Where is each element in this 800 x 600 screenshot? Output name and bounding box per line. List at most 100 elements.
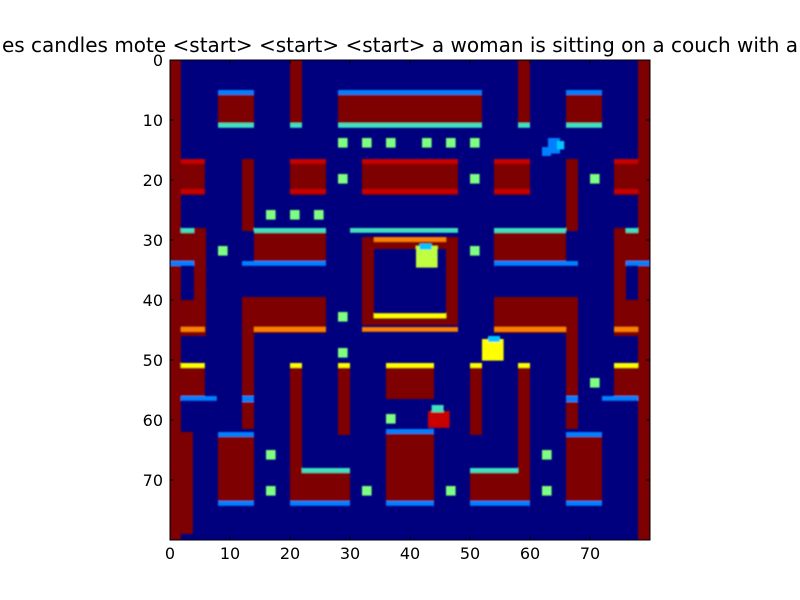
pellet: [290, 210, 300, 220]
wall-bottom-block-20-top: [302, 468, 350, 473]
wall-left-mid-bot: [170, 261, 194, 266]
pellet: [314, 210, 324, 220]
wall-bottom-center-top: [386, 429, 434, 434]
wall-top-left-block-top: [218, 90, 254, 95]
wall-pillar-28-low: [338, 363, 350, 435]
wall-right-lower-top: [614, 363, 638, 368]
ghost-sprite-3b: [542, 147, 551, 156]
wall-center-band-top: [362, 159, 458, 164]
wall-right-mid-bot: [626, 261, 650, 266]
wall-block-54-top: [494, 159, 530, 164]
wall-block-14: [254, 228, 326, 264]
x-tick-label: 30: [340, 544, 360, 563]
wall-pillar-2: [518, 60, 530, 126]
x-tick-label: 40: [400, 544, 420, 563]
wall-bottom-block-20-bot: [290, 501, 350, 506]
pellet: [590, 378, 600, 388]
wall-left-l-upper-edge: [180, 159, 205, 164]
wall-block-20-bot: [290, 189, 326, 194]
wall-right-lower-bot: [602, 396, 638, 401]
wall-pillar-58-cap: [518, 363, 530, 368]
maze-layer: [170, 60, 650, 540]
game-frame: [170, 60, 650, 540]
wall-block-54b-top: [494, 228, 566, 233]
wall-block-14-bot: [242, 261, 326, 266]
wall-center-top-bar: [350, 228, 458, 233]
wall-bottom-left-block-top: [218, 432, 254, 437]
pellet: [266, 450, 276, 460]
wall-bottom-block-50: [470, 468, 530, 504]
wall-top-left-block-bottom: [218, 123, 254, 128]
wall-left-lower-bot: [180, 396, 217, 401]
player-pacman-glow: [419, 243, 432, 250]
wall-pillar-50-cap: [470, 363, 482, 368]
pellet: [542, 486, 552, 496]
wall-left-pillar: [242, 159, 254, 231]
y-tick-label: 40: [143, 291, 163, 310]
wall-bottom-left-block: [218, 432, 254, 504]
wall-pillar-58-low: [518, 363, 530, 495]
wall-pillar-28-cap: [338, 363, 350, 368]
pellet: [338, 138, 348, 148]
wall-left-border: [170, 60, 181, 540]
wall-bottom-left-block-bot: [218, 501, 254, 506]
wall-pillar-1: [290, 60, 302, 126]
wall-right-low-block-bot: [614, 327, 638, 332]
pellet: [386, 414, 396, 424]
pellet: [338, 312, 348, 322]
wall-block-54-bot: [494, 189, 530, 194]
wall-block-54-low-bot: [494, 327, 566, 332]
wall-left-lower: [180, 363, 205, 399]
x-tick-label: 10: [220, 544, 240, 563]
x-tick-label: 0: [165, 544, 175, 563]
wall-pillar-20-cap: [290, 363, 302, 368]
pellet: [542, 450, 552, 460]
pellet: [386, 138, 396, 148]
ghost-house-left: [362, 237, 374, 321]
wall-block-12-low-bot: [254, 327, 326, 332]
ghost-sprite-3c: [557, 141, 565, 150]
figure-title: es candles mote <start> <start> <start> …: [2, 33, 798, 57]
wall-block-14-top: [254, 228, 326, 233]
ghost-sprite-1-glow: [488, 336, 500, 342]
wall-block-36-top: [386, 363, 434, 368]
wall-left-small: [242, 396, 254, 402]
wall-bottom-center-bot: [386, 501, 434, 506]
pellet: [362, 138, 372, 148]
pellet: [422, 138, 432, 148]
y-tick-label: 10: [143, 111, 163, 130]
wall-bottom-block-50-top: [470, 468, 518, 473]
y-tick-label: 0: [153, 51, 163, 70]
ghost-sprite-2: [428, 411, 450, 428]
wall-pillar-1-cap: [290, 123, 302, 128]
y-tick-label: 30: [143, 231, 163, 250]
pellet: [338, 174, 348, 184]
wall-bottom-right-block: [566, 432, 602, 504]
ghost-house-right: [446, 237, 458, 321]
wall-top-center-bottom: [338, 123, 482, 128]
wall-bottom-right-block-top: [566, 432, 602, 437]
ghost-sprite-1: [482, 339, 504, 361]
wall-right-lower: [614, 363, 638, 399]
ghost-house-top-glow: [374, 237, 446, 242]
wall-block-54b: [494, 228, 566, 264]
wall-block-66-right: [566, 297, 578, 429]
pellet: [218, 246, 228, 256]
pellet: [470, 138, 480, 148]
wall-bottom-right-block-bot: [566, 501, 602, 506]
pellet: [470, 246, 480, 256]
x-tick-label: 20: [280, 544, 300, 563]
wall-top-right-block-bottom: [566, 123, 602, 128]
pellet: [446, 486, 456, 496]
wall-top-left-block: [218, 90, 254, 126]
wall-left-low-block-bot: [180, 327, 205, 332]
pellet: [446, 138, 456, 148]
pellet: [266, 486, 276, 496]
wall-top-right-block: [566, 90, 602, 126]
wall-left-lower-top: [180, 363, 205, 368]
wall-pillar-20-low: [290, 363, 302, 495]
wall-block-36: [386, 363, 434, 399]
wall-block-20-top: [290, 159, 326, 164]
wall-top-right-block-top: [566, 90, 602, 95]
